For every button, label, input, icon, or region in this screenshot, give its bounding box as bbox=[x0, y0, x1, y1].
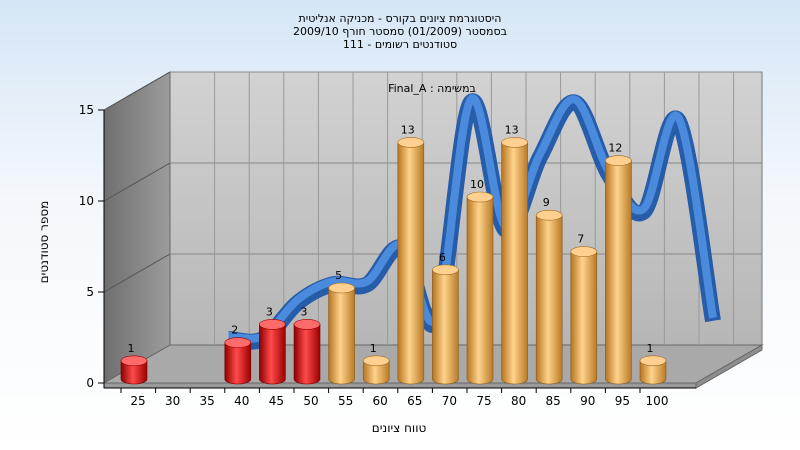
x-tick-label: 100 bbox=[646, 394, 669, 408]
y-axis-title: מספר סטודנטים bbox=[37, 201, 51, 284]
bar-40 bbox=[224, 337, 252, 385]
x-tick-label: 90 bbox=[580, 394, 595, 408]
data-label-100: 1 bbox=[647, 342, 654, 355]
x-tick-label: 85 bbox=[546, 394, 561, 408]
data-label-85: 9 bbox=[543, 196, 550, 209]
data-label-65: 13 bbox=[401, 123, 415, 136]
y-tick-label: 5 bbox=[86, 285, 94, 299]
data-label-70: 6 bbox=[439, 251, 446, 264]
data-label-90: 7 bbox=[577, 233, 584, 246]
trend-ribbon-front bbox=[228, 94, 717, 343]
x-tick-label: 75 bbox=[476, 394, 491, 408]
bar-55 bbox=[328, 282, 355, 385]
plot-floor-front bbox=[103, 382, 697, 389]
x-tick-label: 30 bbox=[165, 394, 180, 408]
gridline-side bbox=[103, 253, 171, 293]
data-label-50: 3 bbox=[301, 305, 308, 318]
x-tick-label: 35 bbox=[200, 394, 215, 408]
data-label-45: 3 bbox=[266, 305, 273, 318]
bar-80 bbox=[501, 137, 528, 385]
y-tick-label: 15 bbox=[79, 103, 94, 117]
gridline-side bbox=[103, 162, 171, 202]
bar-45 bbox=[259, 319, 286, 385]
x-tick-label: 65 bbox=[407, 394, 422, 408]
bar-50 bbox=[293, 319, 321, 385]
data-label-95: 12 bbox=[608, 142, 622, 155]
chart-title-line-1: היסטוגרמת ציונים בקורס - מכניקה אנליטית bbox=[299, 12, 502, 25]
bar-90 bbox=[570, 246, 598, 385]
plot-side-wall bbox=[103, 71, 171, 384]
x-tick-label: 40 bbox=[234, 394, 249, 408]
chart-subtitle: במשימה : Final_A bbox=[388, 82, 476, 95]
x-axis-title: טווח ציונים bbox=[372, 421, 427, 435]
bar-70 bbox=[432, 264, 459, 385]
bar-95 bbox=[605, 155, 632, 385]
bar-65 bbox=[397, 137, 425, 385]
x-tick-label: 55 bbox=[338, 394, 353, 408]
bar-100 bbox=[639, 355, 667, 385]
data-label-40: 2 bbox=[231, 324, 238, 337]
chart-title-line-3: סטודנטים רשומים - 111 bbox=[343, 38, 457, 51]
x-tick-label: 60 bbox=[373, 394, 388, 408]
bar-75 bbox=[466, 191, 494, 385]
data-label-25: 1 bbox=[128, 342, 135, 355]
data-label-55: 5 bbox=[335, 269, 342, 282]
y-tick-label: 0 bbox=[86, 376, 94, 390]
x-tick-label: 50 bbox=[303, 394, 318, 408]
x-tick-label: 95 bbox=[615, 394, 630, 408]
bar-85 bbox=[535, 209, 563, 385]
data-label-60: 1 bbox=[370, 342, 377, 355]
plot-floor-right bbox=[695, 344, 763, 389]
x-tick-label: 45 bbox=[269, 394, 284, 408]
bar-60 bbox=[362, 355, 390, 385]
chart-title-line-2: בסמסטר (01/2009) סמסטר חורף 2009/10 bbox=[293, 25, 507, 38]
x-tick-label: 80 bbox=[511, 394, 526, 408]
gridline-side bbox=[103, 71, 171, 111]
bars bbox=[120, 137, 667, 385]
x-tick-label: 70 bbox=[442, 394, 457, 408]
bar-25 bbox=[120, 355, 148, 385]
y-tick-label: 10 bbox=[79, 194, 94, 208]
x-tick-label: 25 bbox=[130, 394, 145, 408]
data-label-75: 10 bbox=[470, 178, 484, 191]
data-label-80: 13 bbox=[505, 123, 519, 136]
